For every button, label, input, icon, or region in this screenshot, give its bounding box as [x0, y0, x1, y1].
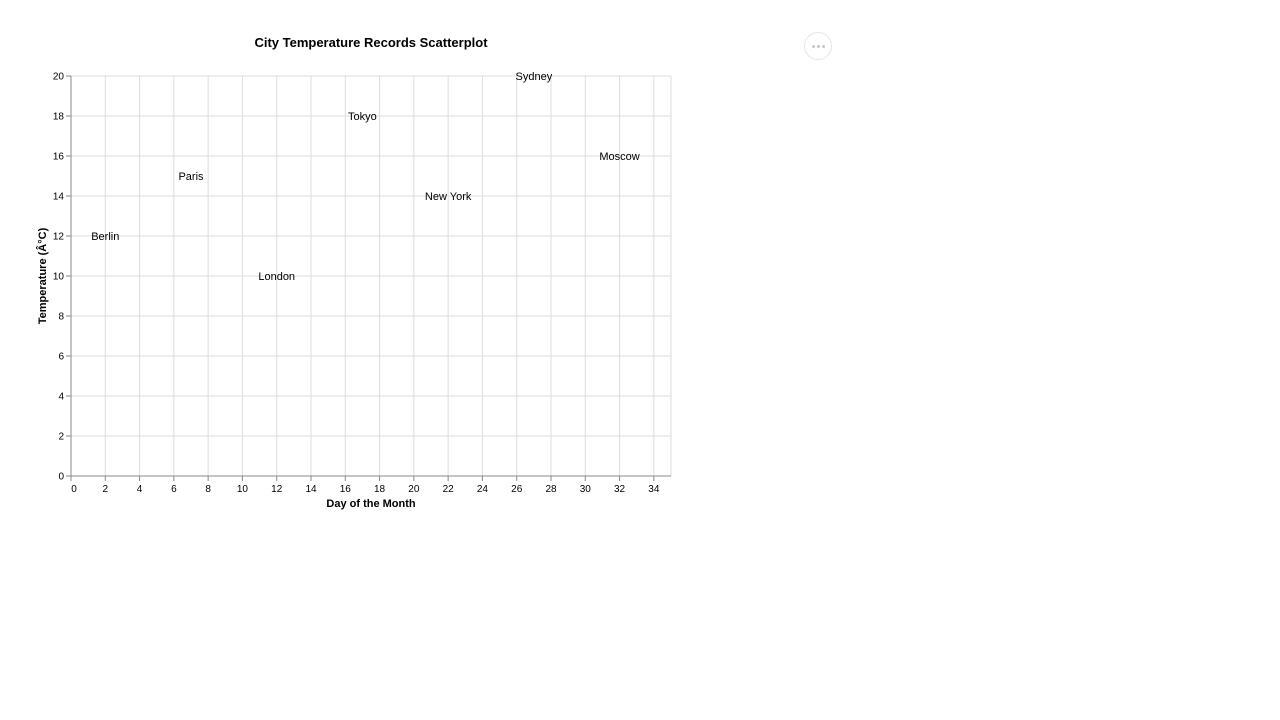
data-point-label: Moscow — [599, 151, 639, 163]
x-tick-label: 16 — [340, 484, 352, 495]
y-tick-label: 0 — [58, 472, 64, 483]
y-tick-label: 12 — [53, 232, 65, 243]
x-tick-label: 34 — [648, 484, 660, 495]
x-tick-label: 26 — [511, 484, 523, 495]
y-tick-label: 6 — [58, 352, 64, 363]
y-tick-label: 20 — [53, 72, 65, 83]
data-point-label: Sydney — [516, 71, 553, 83]
x-tick-label: 30 — [580, 484, 592, 495]
x-tick-label: 14 — [305, 484, 317, 495]
y-tick-label: 8 — [58, 312, 64, 323]
y-tick-label: 16 — [53, 152, 65, 163]
ellipsis-icon — [816, 44, 820, 48]
x-tick-label: 12 — [271, 484, 283, 495]
x-axis-title: Day of the Month — [326, 498, 415, 510]
chart-title: City Temperature Records Scatterplot — [254, 35, 488, 50]
x-tick-label: 20 — [408, 484, 420, 495]
y-tick-label: 4 — [58, 392, 64, 403]
y-tick-label: 18 — [53, 112, 65, 123]
x-tick-label: 10 — [237, 484, 249, 495]
x-tick-label: 0 — [71, 484, 77, 495]
y-axis-title: Temperature (Â°C) — [36, 227, 49, 324]
x-tick-label: 24 — [477, 484, 489, 495]
x-tick-label: 18 — [374, 484, 386, 495]
data-point-label: Berlin — [91, 231, 119, 243]
x-tick-label: 22 — [443, 484, 455, 495]
x-tick-label: 32 — [614, 484, 626, 495]
x-tick-label: 28 — [545, 484, 557, 495]
x-tick-label: 4 — [137, 484, 143, 495]
y-tick-label: 2 — [58, 432, 64, 443]
data-point-label: Paris — [178, 171, 204, 183]
y-tick-label: 14 — [53, 192, 65, 203]
grid-lines — [70, 75, 672, 477]
y-tick-label: 10 — [53, 272, 65, 283]
chart-actions-menu-button[interactable] — [804, 32, 832, 60]
data-point-label: Tokyo — [348, 111, 377, 123]
x-tick-label: 8 — [205, 484, 211, 495]
data-point-label: New York — [425, 191, 472, 203]
x-tick-label: 6 — [171, 484, 177, 495]
x-tick-label: 2 — [103, 484, 109, 495]
ellipsis-icon — [811, 44, 815, 48]
ellipsis-icon — [821, 44, 825, 48]
axes: 0 2 4 6 8 10 12 14 16 18 20 22 24 26 28 30 32 34024681012… — [53, 72, 671, 495]
data-labels: Berlin Paris London Tokyo New York Sydney Mosc… — [91, 71, 640, 283]
data-point-label: London — [258, 271, 295, 283]
